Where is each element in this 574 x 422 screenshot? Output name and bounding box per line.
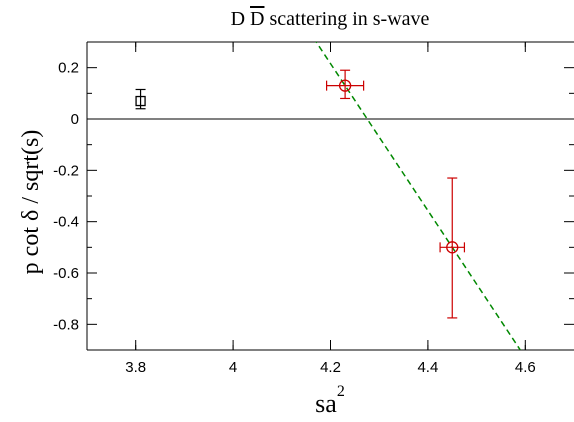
x-tick-label: 3.8 <box>125 359 146 376</box>
x-tick-label: 4.6 <box>515 359 536 376</box>
square-marker <box>135 95 146 107</box>
plot-area <box>86 41 574 351</box>
chart-title-suffix: scattering in s-wave <box>264 8 429 30</box>
data-point <box>439 177 466 319</box>
data-marks <box>135 42 522 350</box>
data-point <box>326 69 365 100</box>
data-point <box>135 88 146 110</box>
y-tick-label: -0.4 <box>53 214 79 231</box>
x-tick-label: 4.4 <box>417 359 438 376</box>
circle-marker <box>338 79 352 92</box>
circle-marker <box>446 241 459 254</box>
x-tick-label: 4.2 <box>320 359 341 376</box>
chart-title-overlined: D <box>250 8 264 30</box>
y-axis-title: p cot δ / sqrt(s) <box>18 130 44 275</box>
x-axis: 3.8 4 4.2 4.4 4.6 <box>125 42 536 376</box>
y-tick-label: 0.2 <box>58 60 79 77</box>
x-axis-label: sa <box>315 389 337 418</box>
y-axis: 0.2 0 -0.2 -0.4 -0.6 -0.8 <box>53 60 574 333</box>
x-axis-title: sa2 <box>315 383 345 418</box>
x-tick-label: 4 <box>229 359 237 376</box>
chart-title-prefix: D <box>231 8 250 30</box>
x-axis-label-superscript: 2 <box>337 383 345 400</box>
y-tick-label: -0.6 <box>53 265 79 282</box>
fit-line <box>315 42 522 350</box>
chart-title: D D scattering in s-wave <box>231 8 430 30</box>
y-tick-label: -0.8 <box>53 316 79 333</box>
y-tick-label: 0 <box>71 111 79 128</box>
y-tick-label: -0.2 <box>53 162 79 179</box>
